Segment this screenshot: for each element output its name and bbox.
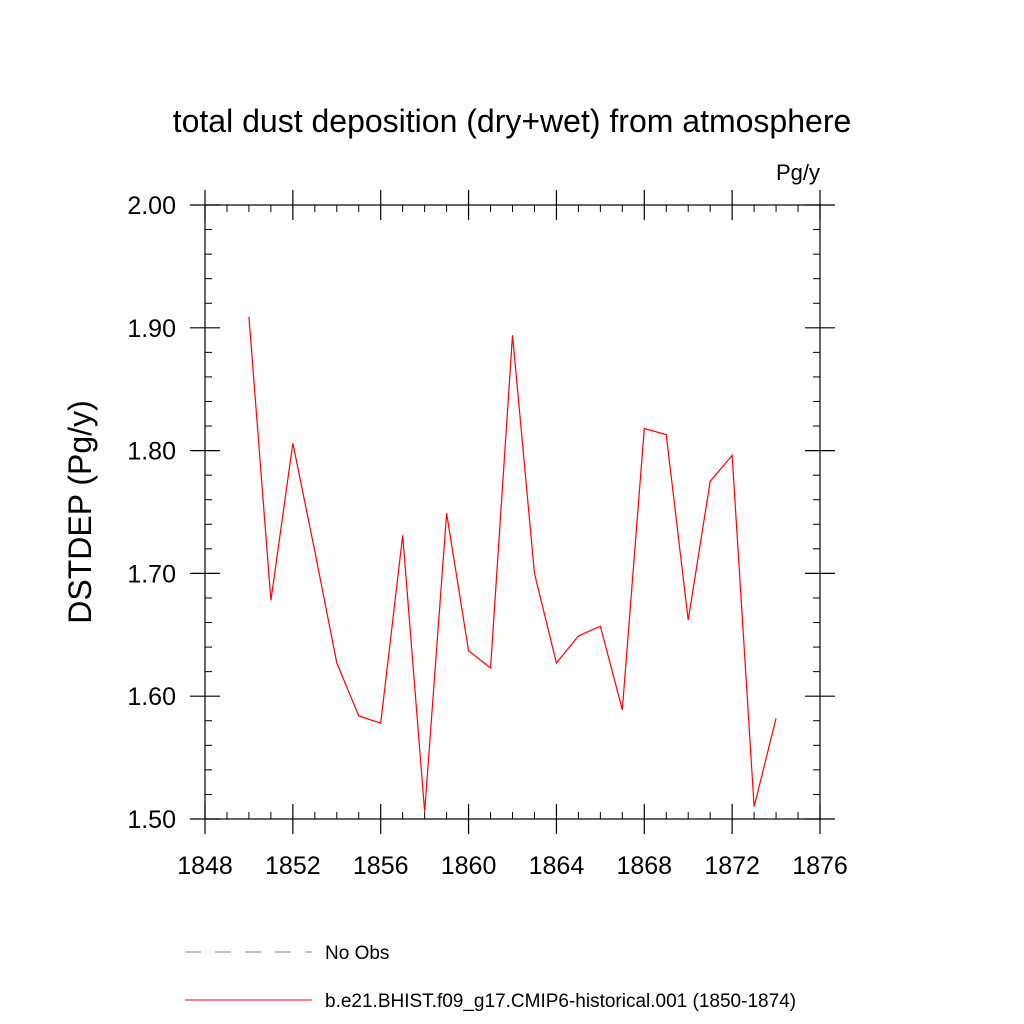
units-label: Pg/y [776,160,820,185]
chart-title: total dust deposition (dry+wet) from atm… [173,103,852,139]
y-tick-label: 1.80 [127,438,176,466]
legend-label: No Obs [325,943,389,964]
y-tick-label: 1.60 [127,683,176,711]
y-tick-label: 1.70 [127,560,176,588]
x-tick-label: 1860 [441,852,497,880]
x-tick-label: 1864 [529,852,585,880]
x-tick-label: 1872 [704,852,760,880]
x-tick-label: 1848 [177,852,233,880]
legend: No Obs b.e21.BHIST.f09_g17.CMIP6-historic… [185,943,796,1012]
y-tick-label: 2.00 [127,192,176,220]
x-tick-label: 1856 [353,852,409,880]
x-tick-label: 1852 [265,852,321,880]
plot-frame [204,204,821,820]
axis-ticks: 1848 1852 1856 1860 1864 1868 1872 1876 1.50 1.60… [127,190,848,880]
y-tick-label: 1.50 [127,806,176,834]
x-tick-label: 1876 [792,852,848,880]
y-axis-label: DSTDEP (Pg/y) [62,400,98,623]
series-layer [248,316,777,812]
legend-label: b.e21.BHIST.f09_g17.CMIP6-historical.001… [325,991,796,1012]
series-line [248,316,777,812]
y-tick-label: 1.90 [127,315,176,343]
x-tick-label: 1868 [616,852,672,880]
